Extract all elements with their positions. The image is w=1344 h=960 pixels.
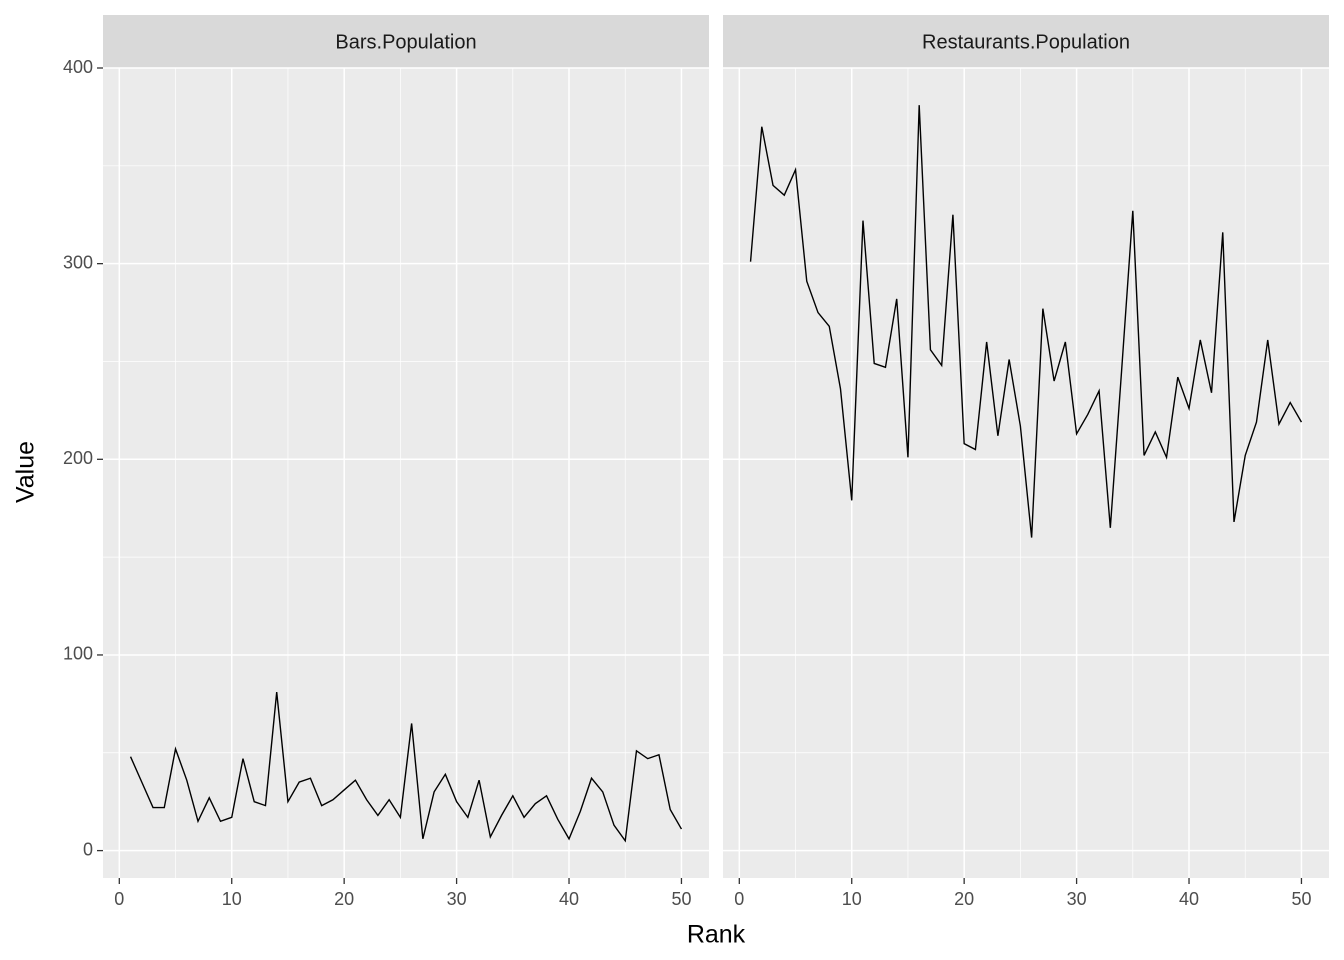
x-tick-label: 40: [559, 889, 579, 909]
y-tick-label: 200: [63, 448, 93, 468]
y-axis-label: Value: [12, 441, 40, 503]
x-tick-label: 20: [334, 889, 354, 909]
x-tick-label: 30: [1067, 889, 1087, 909]
x-axis-label: Rank: [687, 921, 746, 949]
x-tick-label: 0: [734, 889, 744, 909]
x-tick-label: 50: [671, 889, 691, 909]
strip-title: Restaurants.Population: [922, 31, 1130, 53]
x-tick-label: 40: [1179, 889, 1199, 909]
x-tick-label: 20: [954, 889, 974, 909]
data-line: [129, 692, 683, 843]
x-tick-label: 10: [222, 889, 242, 909]
y-tick-label: 100: [63, 644, 93, 664]
y-tick-label: 400: [63, 57, 93, 77]
strip-title: Bars.Population: [335, 31, 476, 53]
x-tick-label: 50: [1291, 889, 1311, 909]
x-tick-label: 10: [842, 889, 862, 909]
strip: [103, 15, 709, 68]
strip: [723, 15, 1329, 68]
data-line: [749, 105, 1303, 538]
x-tick-label: 30: [447, 889, 467, 909]
y-tick-label: 300: [63, 252, 93, 272]
x-tick-label: 0: [114, 889, 124, 909]
panel: [723, 68, 1329, 878]
y-tick-label: 0: [83, 839, 93, 859]
panel: [103, 68, 709, 878]
